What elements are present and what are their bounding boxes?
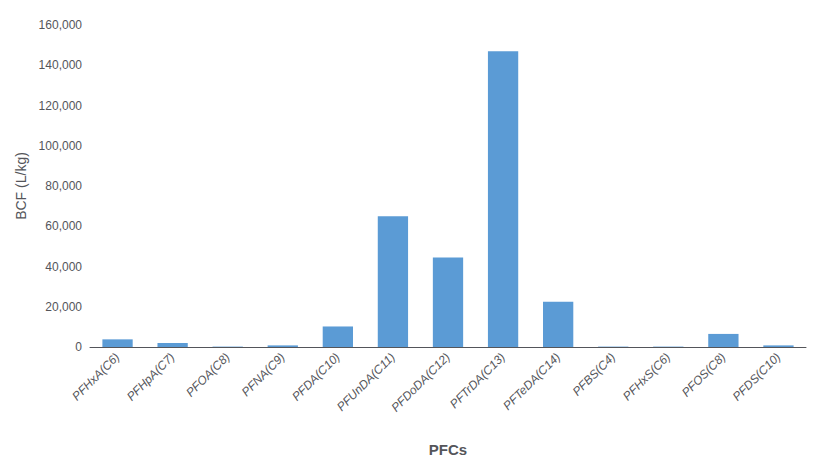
svg-text:PFUnDA(C11): PFUnDA(C11) bbox=[334, 350, 398, 414]
svg-text:PFOS(C8): PFOS(C8) bbox=[679, 350, 728, 399]
svg-text:PFHpA(C7): PFHpA(C7) bbox=[124, 350, 178, 404]
svg-text:PFBS(C4): PFBS(C4) bbox=[570, 350, 619, 399]
svg-text:PFHxS(C6): PFHxS(C6) bbox=[620, 350, 673, 403]
svg-text:0: 0 bbox=[75, 340, 82, 354]
svg-text:PFTrDA(C13): PFTrDA(C13) bbox=[447, 350, 508, 411]
svg-text:PFDA(C10): PFDA(C10) bbox=[289, 350, 343, 404]
svg-text:PFNA(C9): PFNA(C9) bbox=[239, 350, 288, 399]
svg-text:PFTeDA(C14): PFTeDA(C14) bbox=[500, 350, 563, 413]
svg-text:100,000: 100,000 bbox=[39, 139, 83, 153]
svg-text:140,000: 140,000 bbox=[39, 58, 83, 72]
svg-text:40,000: 40,000 bbox=[45, 260, 82, 274]
svg-text:120,000: 120,000 bbox=[39, 99, 83, 113]
svg-text:160,000: 160,000 bbox=[39, 18, 83, 32]
svg-text:PFDoDA(C12): PFDoDA(C12) bbox=[388, 350, 453, 415]
svg-text:PFCs: PFCs bbox=[429, 441, 467, 458]
svg-text:BCF (L/kg): BCF (L/kg) bbox=[13, 152, 29, 220]
svg-text:PFOA(C8): PFOA(C8) bbox=[183, 350, 232, 399]
svg-text:PFDS(C10): PFDS(C10) bbox=[730, 350, 784, 404]
svg-text:PFHxA(C6): PFHxA(C6) bbox=[69, 350, 122, 403]
svg-text:60,000: 60,000 bbox=[45, 219, 82, 233]
svg-text:80,000: 80,000 bbox=[45, 179, 82, 193]
svg-text:20,000: 20,000 bbox=[45, 300, 82, 314]
